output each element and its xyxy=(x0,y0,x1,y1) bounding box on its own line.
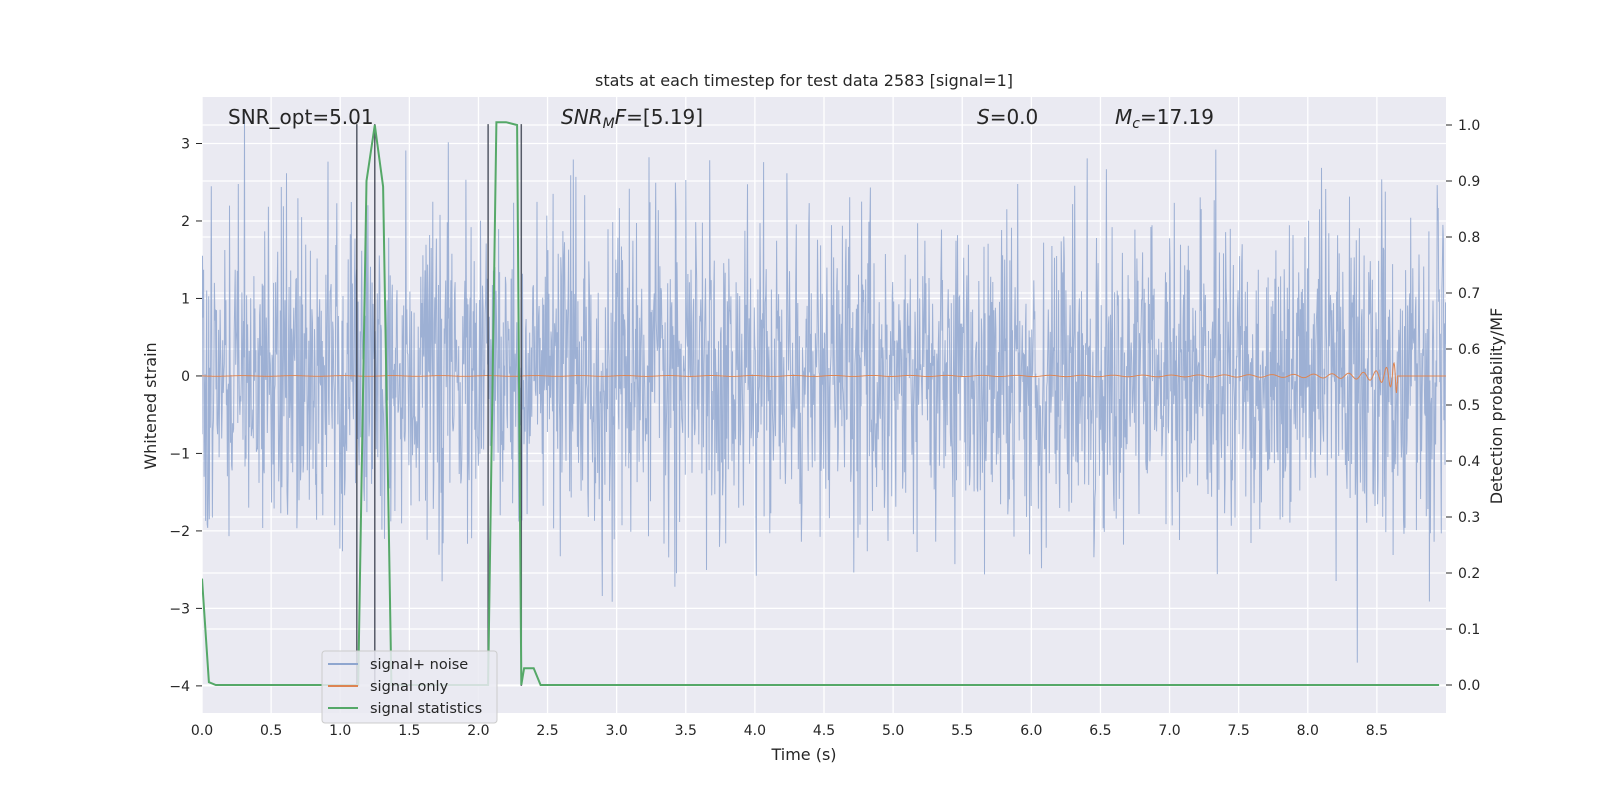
annotation-snr-mf-subscript: M xyxy=(603,116,615,132)
x-tick-label: 8.0 xyxy=(1297,723,1319,739)
legend: signal+ noise signal only signal statist… xyxy=(321,650,498,724)
marker-lines xyxy=(356,124,523,686)
y-tick-label-left: 3 xyxy=(181,136,190,152)
y-tick-label-right: 0.7 xyxy=(1458,286,1480,302)
annotation-snr-opt: SNR_opt=5.01 xyxy=(228,105,374,129)
y-tick-label-left: −2 xyxy=(169,524,190,540)
annotation-s: S=0.0 xyxy=(977,105,1038,129)
y-tick-label-right: 0.8 xyxy=(1458,230,1480,246)
y-tick-label-right: 0.2 xyxy=(1458,566,1480,582)
x-tick-label: 0.0 xyxy=(191,723,213,739)
x-tick-label: 5.0 xyxy=(882,723,904,739)
annotation-snr-mf: SNRMF=[5.19] xyxy=(561,105,703,132)
y-tick-label-right: 0.4 xyxy=(1458,454,1480,470)
y-tick-label-left: −4 xyxy=(169,679,190,695)
y-tick-label-right: 0.9 xyxy=(1458,174,1480,190)
x-tick-label: 6.0 xyxy=(1020,723,1042,739)
x-tick-label: 1.5 xyxy=(398,723,420,739)
x-tick-label: 4.0 xyxy=(744,723,766,739)
x-tick-label: 4.5 xyxy=(813,723,835,739)
annotation-snr-mf-symbol-tail: F xyxy=(615,105,627,129)
x-tick-label: 2.0 xyxy=(467,723,489,739)
legend-label-signal-noise: signal+ noise xyxy=(370,657,468,673)
chart-title: stats at each timestep for test data 258… xyxy=(595,71,1013,90)
annotation-mc-symbol: M xyxy=(1115,105,1132,129)
annotation-mc-subscript: c xyxy=(1132,116,1140,132)
x-tick-label: 8.5 xyxy=(1366,723,1388,739)
x-tick-label: 3.0 xyxy=(606,723,628,739)
y-tick-label-left: 2 xyxy=(181,214,190,230)
x-tick-label: 6.5 xyxy=(1089,723,1111,739)
annotation-snr-mf-value: =[5.19] xyxy=(626,105,703,129)
y-axis-label-left: Whitened strain xyxy=(141,342,160,469)
x-tick-label: 3.5 xyxy=(675,723,697,739)
y-tick-label-right: 1.0 xyxy=(1458,118,1480,134)
series-signal-only xyxy=(202,361,1446,394)
legend-box xyxy=(321,650,498,724)
legend-label-signal-only: signal only xyxy=(370,679,449,695)
legend-label-signal-statistics: signal statistics xyxy=(370,701,482,717)
annotation-mc: Mc=17.19 xyxy=(1115,105,1214,132)
y-axis-label-right: Detection probability/MF xyxy=(1487,308,1506,505)
x-tick-label: 7.5 xyxy=(1228,723,1250,739)
x-axis-label: Time (s) xyxy=(770,745,836,764)
x-tick-label: 5.5 xyxy=(951,723,973,739)
y-tick-label-right: 0.0 xyxy=(1458,678,1480,694)
annotation-s-symbol: S xyxy=(977,105,990,129)
y-tick-label-right: 0.6 xyxy=(1458,342,1480,358)
y-tick-label-right: 0.1 xyxy=(1458,622,1480,638)
x-tick-label: 1.0 xyxy=(329,723,351,739)
x-tick-label: 0.5 xyxy=(260,723,282,739)
y-tick-label-left: −3 xyxy=(169,601,190,617)
annotation-s-value: =0.0 xyxy=(990,105,1039,129)
y-tick-label-left: −1 xyxy=(169,446,190,462)
x-tick-label: 2.5 xyxy=(536,723,558,739)
y-tick-label-right: 0.5 xyxy=(1458,398,1480,414)
x-tick-label: 7.0 xyxy=(1158,723,1180,739)
y-tick-label-left: 1 xyxy=(181,291,190,307)
y-tick-label-left: 0 xyxy=(181,369,190,385)
y-tick-label-right: 0.3 xyxy=(1458,510,1480,526)
annotation-snr-mf-symbol: SNR xyxy=(561,105,603,129)
annotation-mc-value: =17.19 xyxy=(1140,105,1214,129)
tick-labels: 0.0 0.5 1.0 1.5 2.0 2.5 3.0 3.5 4.0 4.5 5.0 5.5 6.0 6… xyxy=(169,118,1480,739)
